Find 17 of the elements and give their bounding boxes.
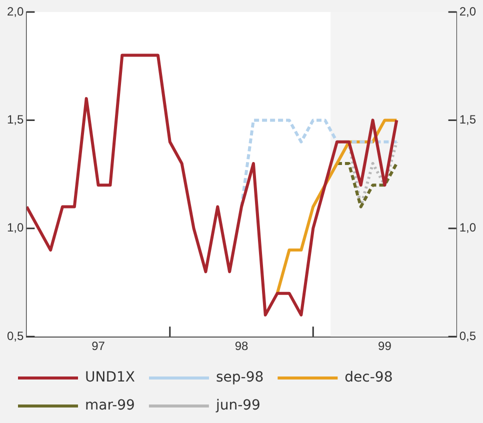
x-tick-label: 99 xyxy=(378,339,392,354)
y-tick-label: 0,5 xyxy=(6,328,24,343)
legend-label: dec-98 xyxy=(344,370,393,386)
legend-label: mar-99 xyxy=(85,398,135,414)
legend-label: sep-98 xyxy=(216,370,264,386)
legend-label: UND1X xyxy=(85,370,136,386)
line-series xyxy=(347,140,398,208)
y2-tick-label: 2,0 xyxy=(459,4,476,18)
y-tick-label: 2,0 xyxy=(6,4,24,18)
y-tick-label: 1,5 xyxy=(6,112,24,127)
x-tick-label: 98 xyxy=(234,339,248,354)
y2-tick-label: 0,5 xyxy=(459,328,476,343)
y-tick-label: 1,0 xyxy=(6,220,24,235)
y2-tick-label: 1,5 xyxy=(459,112,476,127)
legend-label: jun-99 xyxy=(214,398,260,414)
y2-tick-label: 1,0 xyxy=(459,220,476,235)
x-tick-label: 97 xyxy=(92,339,106,354)
